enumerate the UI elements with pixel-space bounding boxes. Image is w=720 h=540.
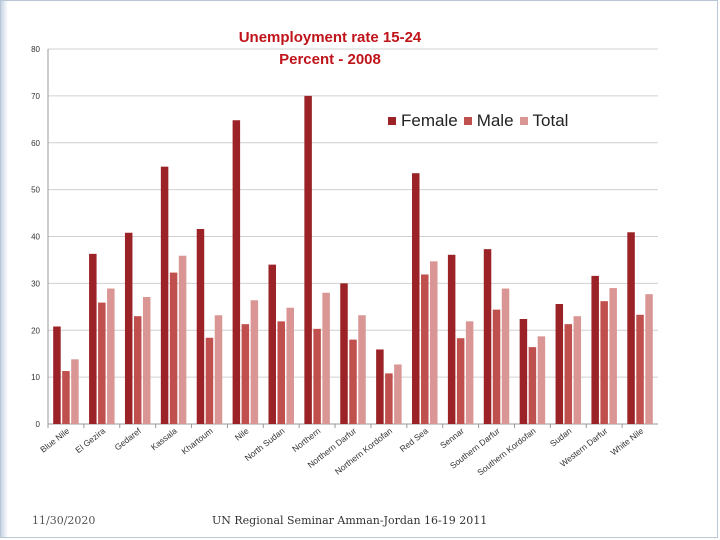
bar-total — [250, 300, 259, 424]
bar-male — [169, 272, 178, 424]
bar-female — [268, 264, 276, 424]
bar-female — [591, 275, 599, 424]
legend-item-total: Total — [519, 111, 569, 131]
bar-total — [430, 261, 438, 424]
bar-male — [277, 321, 285, 424]
bar-male — [62, 371, 70, 424]
y-tick-label: 50 — [31, 186, 40, 195]
x-tick-label: White Nile — [609, 426, 646, 458]
bar-total — [573, 316, 582, 424]
bar-female — [412, 173, 420, 424]
bar-male — [133, 316, 142, 424]
footer-date: 11/30/2020 — [32, 514, 96, 527]
y-tick-label: 20 — [31, 326, 40, 335]
bar-male — [636, 314, 644, 424]
bar-total — [465, 321, 474, 424]
bar-total — [609, 288, 617, 424]
bar-male — [385, 373, 393, 424]
x-tick-label: Northern — [290, 426, 322, 454]
bar-female — [555, 304, 564, 424]
chart-subtitle: Percent - 2008 — [279, 51, 381, 68]
bar-female — [89, 253, 97, 424]
bar-male — [528, 347, 537, 424]
bar-male — [492, 309, 501, 424]
chart-legend: Female Male Total — [388, 110, 568, 132]
x-tick-label: Nile — [233, 426, 251, 443]
x-tick-label: Sudan — [548, 426, 574, 449]
bar-female — [196, 229, 205, 424]
y-tick-label: 80 — [31, 45, 40, 54]
bar-total — [537, 336, 546, 424]
x-tick-label: Sennar — [438, 426, 466, 451]
bar-female — [304, 95, 312, 424]
footer-text: UN Regional Seminar Amman-Jordan 16-19 2… — [212, 514, 488, 527]
bar-female — [340, 283, 348, 424]
bar-male — [98, 302, 106, 424]
bar-total — [286, 307, 294, 424]
bar-female — [124, 232, 133, 424]
x-tick-label: El Gezira — [73, 426, 107, 456]
bar-total — [142, 296, 151, 424]
legend-label-male: Male — [476, 111, 514, 130]
bar-total — [107, 288, 115, 424]
bar-total — [178, 255, 187, 424]
legend-swatch-total — [519, 117, 528, 125]
bar-male — [456, 338, 465, 424]
bar-female — [483, 249, 492, 424]
x-tick-label: Blue Nile — [38, 426, 71, 455]
bar-total — [322, 292, 330, 424]
bar-female — [447, 254, 456, 424]
bar-female — [627, 232, 635, 424]
legend-label-total: Total — [532, 111, 569, 130]
bar-total — [71, 359, 79, 424]
bar-total — [214, 315, 223, 424]
bar-male — [421, 274, 429, 424]
legend-swatch-female — [388, 117, 396, 125]
y-tick-label: 30 — [31, 279, 40, 288]
legend-swatch-male — [463, 117, 472, 125]
legend-item-female: Female — [388, 111, 458, 131]
bar-male — [205, 337, 214, 424]
bar-female — [160, 166, 169, 424]
bar-male — [313, 328, 321, 424]
bar-total — [358, 315, 366, 424]
bar-female — [232, 120, 241, 424]
legend-label-female: Female — [401, 111, 458, 130]
x-tick-label: North Sudan — [243, 426, 287, 463]
y-tick-label: 70 — [31, 92, 40, 101]
bar-female — [53, 326, 61, 424]
bar-male — [600, 301, 608, 424]
bar-male — [564, 324, 573, 424]
y-tick-label: 0 — [36, 420, 41, 429]
bar-total — [394, 364, 402, 424]
bar-total — [501, 288, 510, 424]
bar-female — [519, 319, 528, 424]
x-tick-label: Khartoum — [179, 426, 214, 457]
x-tick-label: Red Sea — [398, 426, 430, 454]
x-tick-label: Gedaref — [113, 425, 144, 452]
x-tick-label: Kassala — [149, 426, 179, 453]
y-tick-label: 10 — [31, 373, 40, 382]
legend-item-male: Male — [463, 111, 514, 131]
bar-total — [645, 294, 653, 424]
chart-title: Unemployment rate 15-24 — [238, 29, 422, 46]
y-tick-label: 60 — [31, 139, 40, 148]
y-tick-label: 40 — [31, 233, 40, 242]
bar-male — [349, 339, 357, 424]
bar-female — [376, 349, 384, 424]
bar-male — [241, 324, 250, 424]
